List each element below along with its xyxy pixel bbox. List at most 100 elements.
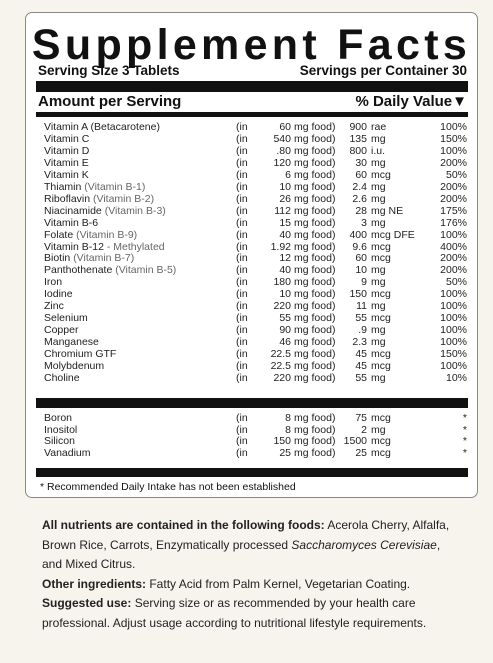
daily-value: 100% <box>440 312 467 325</box>
food-qty: 22.5 <box>270 348 291 361</box>
daily-value: 150% <box>440 348 467 361</box>
daily-value: 100% <box>440 144 467 157</box>
daily-value: 100% <box>440 360 467 372</box>
food-suffix: mg food) <box>294 288 336 301</box>
nutrient-name: Vitamin A (Betacarotene) <box>44 121 160 133</box>
note: - Methylated <box>106 240 165 253</box>
amount: 10 <box>355 264 367 277</box>
title: Supplement Facts <box>31 21 472 69</box>
amount: 2.4 <box>352 180 367 193</box>
unit: mcg <box>371 168 391 181</box>
unit: mg <box>371 192 386 205</box>
note: (Vitamin B-2) <box>93 192 155 205</box>
food-qty: 8 <box>285 412 291 424</box>
food-suffix: mg food) <box>294 446 336 459</box>
food-qty: 12 <box>279 252 291 265</box>
food-prefix: (in <box>236 324 248 337</box>
daily-value: 50% <box>445 168 467 181</box>
nutrient-name: Silicon <box>44 435 75 447</box>
amount: 9.6 <box>352 240 367 253</box>
unit: mcg <box>371 435 391 448</box>
food-qty: 220 <box>273 300 291 313</box>
food-prefix: (in <box>236 180 248 193</box>
food-prefix: (in <box>236 168 248 181</box>
supplement-label: Supplement Facts Serving Size 3 Tablets … <box>25 12 478 498</box>
amount: 75 <box>355 412 367 424</box>
nutrient-name: Boron <box>44 412 72 424</box>
name: Vitamin C <box>44 132 90 145</box>
name: Iron <box>44 276 63 289</box>
other: Other ingredients: Fatty Acid from Palm … <box>42 575 462 595</box>
food-prefix: (in <box>236 300 248 313</box>
food-qty: 15 <box>279 216 291 229</box>
daily-value: 100% <box>440 228 467 241</box>
food-prefix: (in <box>236 336 248 349</box>
name: Choline <box>44 371 80 384</box>
amount: 28 <box>355 204 367 217</box>
daily-value: * <box>462 435 467 448</box>
food-suffix: mg food) <box>294 336 336 349</box>
unit: mcg <box>371 288 391 301</box>
note: (Vitamin B-1) <box>84 180 146 193</box>
foods-text: Acerola Cherry, Alfalfa, Brown Rice, Car… <box>42 518 450 552</box>
nutrient-name: Vitamin D <box>44 145 89 157</box>
foods-text-after: , and Mixed Citrus. <box>42 537 441 572</box>
food-qty: 55 <box>279 312 291 325</box>
name: Vanadium <box>44 446 91 459</box>
daily-value: 400% <box>440 240 467 253</box>
food-suffix: mg food) <box>294 264 336 277</box>
nutrient-name: Selenium <box>44 312 88 324</box>
note: (Vitamin B-5) <box>115 264 177 277</box>
name: Inositol <box>44 423 78 436</box>
nutrient-name: Thiamin (Vitamin B-1) <box>44 181 145 193</box>
food-qty: 40 <box>279 264 291 277</box>
food-qty: 150 <box>273 435 291 448</box>
food-qty: .80 <box>276 144 291 157</box>
daily-value: * <box>462 412 467 424</box>
amount: 400 <box>349 228 367 241</box>
food-prefix: (in <box>236 192 248 205</box>
food-suffix: mg food) <box>294 216 336 229</box>
food-suffix: mg food) <box>294 423 336 436</box>
amount: 45 <box>355 348 367 361</box>
nutrient-name: Vitamin E <box>44 157 89 169</box>
food-suffix: mg food) <box>294 144 336 157</box>
amount: 55 <box>355 371 367 384</box>
food-prefix: (in <box>236 132 248 145</box>
name: Riboflavin <box>44 192 91 205</box>
other-text: Fatty Acid from Palm Kernel, Vegetarian … <box>146 576 411 591</box>
use-text: Serving size or as recommended by your h… <box>42 596 427 630</box>
nutrient-name: Zinc <box>44 300 64 312</box>
food-prefix: (in <box>236 240 248 253</box>
amount: .9 <box>358 324 367 337</box>
unit: mcg DFE <box>371 228 415 241</box>
nutrient-name: Folate (Vitamin B-9) <box>44 229 137 241</box>
unit: mg <box>371 371 386 384</box>
unit: mg <box>371 423 386 436</box>
food-qty: 120 <box>273 156 291 169</box>
amount: 3 <box>361 216 367 229</box>
nutrient-name: Manganese <box>44 336 99 348</box>
nutrient-name: Riboflavin (Vitamin B-2) <box>44 193 154 205</box>
daily-value: 100% <box>440 288 467 301</box>
name: Biotin <box>44 252 71 265</box>
daily-value: 100% <box>440 336 467 349</box>
name: Iodine <box>44 288 73 301</box>
unit: mg <box>371 156 386 169</box>
divider <box>36 468 468 477</box>
nutrient-name: Chromium GTF <box>44 348 116 360</box>
divider <box>36 398 468 408</box>
amount: 150 <box>349 288 367 301</box>
food-qty: 6 <box>285 168 291 181</box>
food-suffix: mg food) <box>294 168 336 181</box>
food-prefix: (in <box>236 216 248 229</box>
unit: rae <box>371 121 387 133</box>
food-prefix: (in <box>236 446 248 459</box>
food-suffix: mg food) <box>294 324 336 337</box>
food-qty: 46 <box>279 336 291 349</box>
amount: 60 <box>355 252 367 265</box>
unit: mcg <box>371 312 391 325</box>
food-prefix: (in <box>236 288 248 301</box>
name: Copper <box>44 324 79 337</box>
name: Vitamin B-12 <box>44 240 104 253</box>
